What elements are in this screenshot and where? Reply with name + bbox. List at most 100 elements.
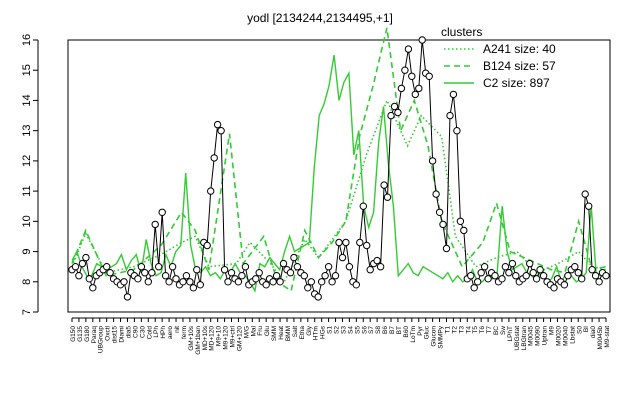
y-tick-label: 12 (21, 155, 33, 167)
x-tick-label: Heat (278, 326, 285, 340)
x-tick-label: LBGtran (521, 326, 528, 351)
data-point (588, 266, 596, 274)
data-point (591, 272, 600, 280)
data-point (203, 241, 211, 250)
data-point (574, 269, 582, 277)
legend: clusters A241 size: 40 B124 size: 57 C2 si… (441, 25, 556, 90)
data-point (286, 269, 295, 277)
x-tick-label: S4 (347, 326, 354, 334)
x-axis: G150 G135 G180 Paraq UBGroup Oxctl dist15 Diami… (70, 317, 611, 355)
data-point (331, 272, 340, 280)
data-point (182, 272, 191, 280)
data-point (501, 263, 510, 271)
data-point (161, 272, 170, 280)
data-point (255, 269, 263, 277)
x-tick-label: M0020 (555, 326, 562, 346)
data-point (477, 269, 485, 277)
x-tick-label: Cold (146, 326, 153, 340)
x-tick-label: BMM (285, 326, 292, 341)
x-tick-label: Oxctl (105, 325, 112, 340)
y-axis: 7 8 9 10 11 12 13 14 15 16 (21, 34, 39, 315)
x-tick-label: M9+ctrl (230, 325, 237, 347)
data-point (342, 238, 350, 247)
data-point (387, 111, 395, 120)
data-point (401, 66, 409, 74)
x-tick-label: nit (174, 326, 181, 333)
data-point (442, 244, 451, 253)
legend-label: B124 size: 57 (483, 59, 556, 73)
data-point (460, 226, 468, 235)
data-point (75, 272, 83, 280)
chart-title: yodl [2134244,2134495,+1] (247, 11, 393, 25)
data-point (581, 190, 589, 198)
data-point (564, 272, 572, 280)
data-point (484, 275, 492, 283)
data-point (508, 259, 517, 268)
data-point (373, 256, 381, 265)
data-point (585, 202, 593, 210)
x-tick-label: S6 (361, 326, 368, 334)
data-point (532, 275, 541, 283)
data-point (106, 269, 114, 277)
data-point (137, 263, 146, 271)
data-point (189, 284, 198, 292)
data-point (529, 269, 537, 277)
data-point (411, 90, 419, 99)
data-point (571, 263, 579, 271)
data-point (134, 275, 142, 283)
x-tick-label: aero (167, 326, 174, 339)
x-tick-label: B7 (389, 326, 396, 334)
data-point (560, 281, 569, 289)
data-point (536, 266, 544, 274)
data-point (300, 272, 308, 280)
x-tick-label: BC (493, 326, 500, 335)
data-point (522, 272, 530, 280)
x-tick-label: T7 (486, 326, 493, 334)
x-tick-label: UBGstat (514, 326, 521, 351)
data-point (220, 266, 229, 274)
x-tick-label: M0045b (597, 326, 604, 350)
x-tick-label: Lbstat (569, 326, 576, 344)
data-point (144, 278, 153, 286)
y-tick-label: 8 (21, 279, 33, 285)
data-point (120, 278, 128, 286)
data-point (168, 263, 177, 271)
data-point (526, 259, 534, 268)
x-tick-label: SMMPy (438, 325, 445, 349)
x-tick-label: Gluc (424, 325, 431, 339)
x-tick-label: S3 (340, 326, 347, 334)
data-point (279, 259, 288, 268)
data-point (186, 278, 194, 286)
data-point (380, 181, 388, 189)
data-point (224, 278, 232, 286)
plot-border (67, 39, 611, 313)
data-point (432, 190, 440, 198)
data-point (269, 278, 277, 286)
x-tick-label: S1 (327, 326, 334, 334)
data-point (148, 269, 156, 277)
x-tick-label: T6 (479, 326, 486, 334)
x-tick-label: SMM (271, 326, 278, 341)
y-tick-label: 16 (21, 34, 33, 46)
x-tick-label: T5 (472, 326, 479, 334)
data-point (435, 208, 444, 217)
data-point (324, 263, 333, 271)
y-tick-label: 13 (21, 125, 33, 137)
data-point (151, 220, 159, 229)
data-point (238, 272, 246, 280)
x-tick-label: Sw (500, 326, 507, 335)
x-tick-label: LPh (153, 326, 160, 338)
data-point (335, 238, 343, 247)
data-point (491, 272, 499, 280)
data-point (338, 253, 347, 262)
data-point (383, 193, 392, 201)
x-tick-label: M9+10 (216, 326, 223, 346)
x-tick-label: S7 (368, 326, 375, 334)
data-point (453, 127, 461, 135)
data-point (196, 281, 205, 289)
x-tick-label: GM+10s (188, 325, 195, 350)
x-tick-label: M9+120 (223, 326, 230, 350)
x-tick-label: dia0 (590, 326, 597, 339)
